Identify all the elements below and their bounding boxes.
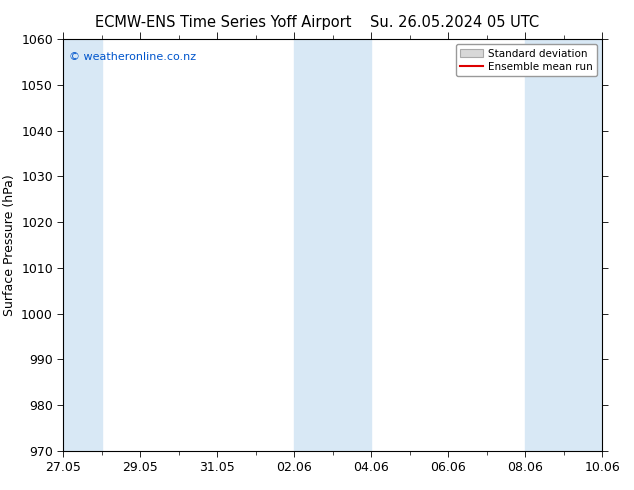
Bar (63, 39, 102, 451)
Legend: Standard deviation, Ensemble mean run: Standard deviation, Ensemble mean run (456, 45, 597, 76)
Bar (294, 39, 372, 451)
Bar (526, 39, 602, 451)
Text: © weatheronline.co.nz: © weatheronline.co.nz (68, 51, 196, 62)
Y-axis label: Surface Pressure (hPa): Surface Pressure (hPa) (3, 174, 16, 316)
Text: ECMW-ENS Time Series Yoff Airport    Su. 26.05.2024 05 UTC: ECMW-ENS Time Series Yoff Airport Su. 26… (95, 15, 539, 30)
